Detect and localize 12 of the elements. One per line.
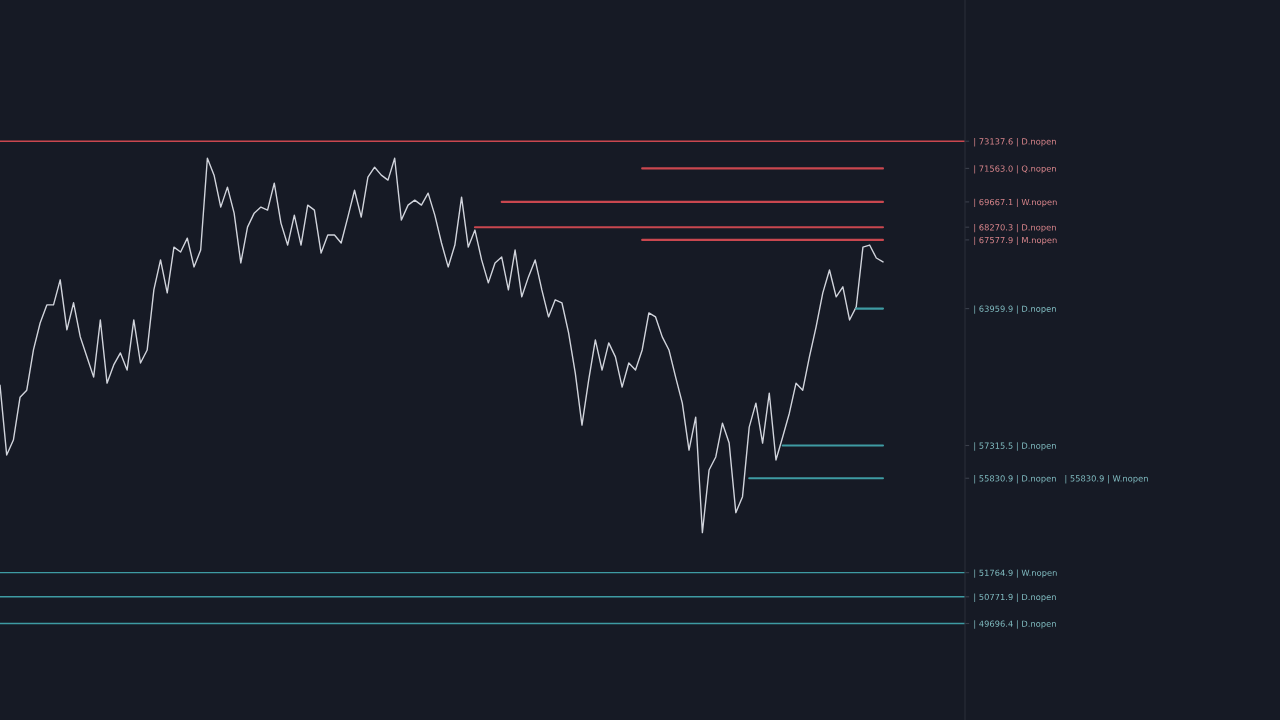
y-tick-label: | 57315.5 | D.nopen (974, 442, 1056, 451)
y-tick-label: | 71563.0 | Q.nopen (974, 165, 1056, 174)
y-tick-label: | 55830.9 | D.nopen | 55830.9 | W.nopen (974, 475, 1148, 484)
y-tick-label: | 69667.1 | W.nopen (974, 198, 1057, 208)
y-tick-label: | 68270.3 | D.nopen (974, 224, 1056, 233)
y-tick-label: | 63959.9 | D.nopen (974, 305, 1056, 314)
y-tick-label: | 67577.9 | M.nopen (974, 236, 1057, 246)
y-tick-label: | 50771.9 | D.nopen (974, 593, 1056, 602)
y-tick-label: | 49696.4 | D.nopen (974, 620, 1056, 629)
y-tick-label: | 73137.6 | D.nopen (974, 138, 1056, 147)
line-series (0, 157, 884, 534)
y-tick-label: | 51764.9 | W.nopen (974, 569, 1057, 578)
